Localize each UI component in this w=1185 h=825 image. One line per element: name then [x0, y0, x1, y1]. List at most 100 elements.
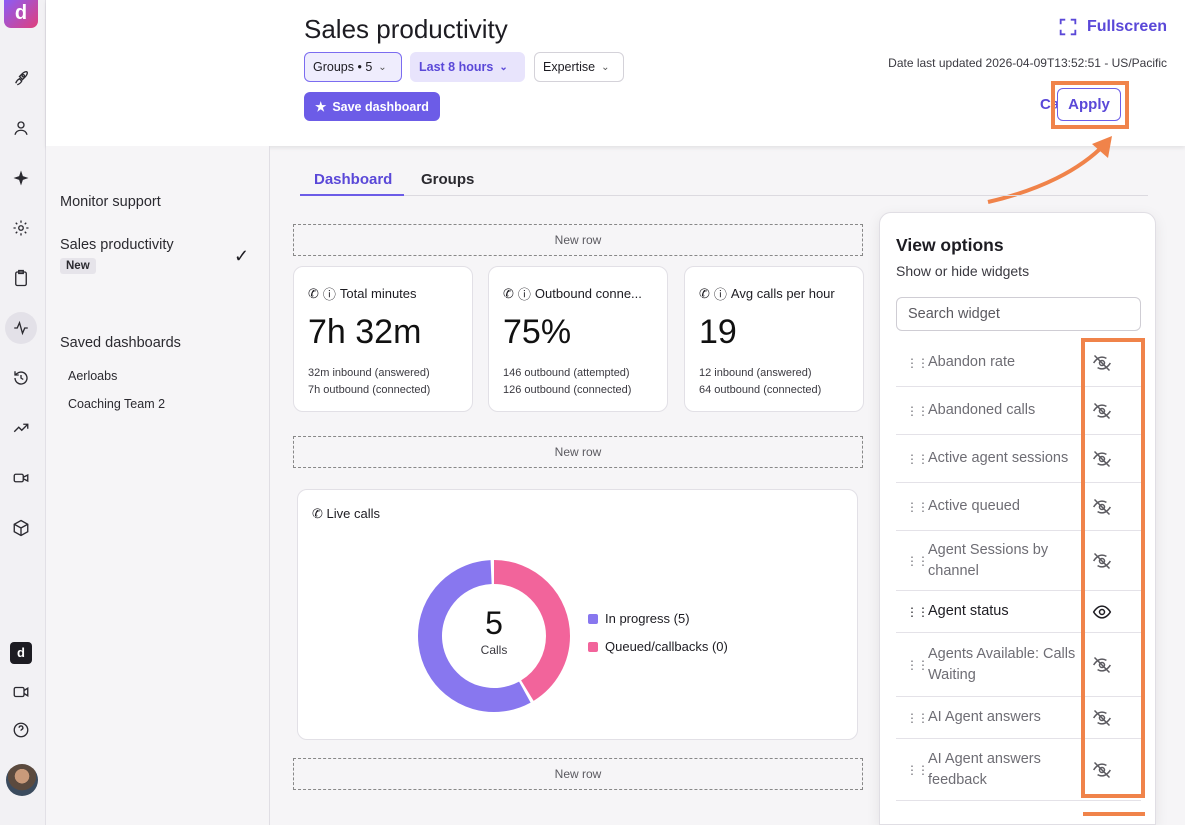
- person-icon[interactable]: [7, 114, 35, 142]
- chevron-down-icon: ⌄: [601, 61, 610, 73]
- eye-off-icon[interactable]: [1092, 708, 1112, 728]
- video-group-icon[interactable]: [7, 464, 35, 492]
- drag-handle-icon[interactable]: ⋮⋮: [906, 657, 929, 672]
- sidebar-item-sales-productivity[interactable]: Sales productivity: [60, 237, 174, 253]
- drag-handle-icon[interactable]: ⋮⋮: [906, 604, 929, 619]
- dashboard-header: Sales productivity Groups • 5 ⌄ Last 8 h…: [46, 0, 1185, 146]
- legend-swatch: [588, 641, 598, 652]
- visibility-highlight-box: [1081, 338, 1145, 798]
- page-title: Sales productivity: [304, 14, 508, 44]
- kpi-card-total-minutes[interactable]: ✆ ⓘ Total minutes 7h 32m 32m inbound (answ…: [293, 266, 473, 412]
- drag-handle-icon[interactable]: ⋮⋮: [906, 499, 929, 514]
- widget-row[interactable]: ⋮⋮ Abandoned calls: [896, 387, 1141, 435]
- kpi-sub: 126 outbound (connected): [503, 384, 632, 396]
- chevron-down-icon: ⌄: [499, 61, 508, 73]
- sidebar-item-monitor-support[interactable]: Monitor support: [60, 194, 161, 210]
- widget-row[interactable]: ⋮⋮ AI Agent answers feedback: [896, 739, 1141, 801]
- history-icon[interactable]: [7, 364, 35, 392]
- drag-handle-icon[interactable]: ⋮⋮: [906, 403, 929, 418]
- save-dashboard-button[interactable]: ★ Save dashboard: [304, 92, 440, 121]
- widget-row[interactable]: ⋮⋮ Abandon rate: [896, 339, 1141, 387]
- drag-handle-icon[interactable]: ⋮⋮: [906, 355, 929, 370]
- kpi-title-text: Outbound conne...: [534, 286, 642, 301]
- widget-label: Active agent sessions: [928, 450, 1069, 466]
- drag-handle-icon[interactable]: ⋮⋮: [906, 553, 929, 568]
- widget-row[interactable]: ⋮⋮ Agents Available: Calls Waiting: [896, 633, 1141, 697]
- widget-row[interactable]: ⋮⋮ AI Agent answers: [896, 697, 1141, 739]
- kpi-sub: 146 outbound (attempted): [503, 367, 630, 379]
- info-icon: ⓘ: [322, 287, 336, 302]
- save-dashboard-label: Save dashboard: [332, 99, 429, 114]
- widget-row[interactable]: ⋮⋮ Agent status: [896, 591, 1141, 633]
- apply-highlight-box: [1051, 81, 1129, 129]
- groups-filter[interactable]: Groups • 5 ⌄: [304, 52, 402, 82]
- widget-row[interactable]: ⋮⋮ Active queued: [896, 483, 1141, 531]
- annotation-arrow: [987, 136, 1112, 204]
- expertise-filter-label: Expertise: [543, 60, 596, 74]
- expertise-filter[interactable]: Expertise ⌄: [534, 52, 624, 82]
- eye-off-icon[interactable]: [1092, 497, 1112, 517]
- donut-center-value: 5: [485, 605, 503, 641]
- saved-dashboard-item[interactable]: Aerloabs: [68, 369, 118, 383]
- activity-icon[interactable]: [5, 312, 37, 344]
- widget-row[interactable]: ⋮⋮ Agent Sessions by channel: [896, 531, 1141, 591]
- drag-handle-icon[interactable]: ⋮⋮: [906, 762, 929, 777]
- dialpad-logo[interactable]: d: [10, 642, 32, 664]
- new-row-slot[interactable]: New row: [293, 758, 863, 790]
- tab-groups[interactable]: Groups: [421, 171, 475, 188]
- phone-icon: ✆: [699, 285, 710, 301]
- trend-icon[interactable]: [7, 414, 35, 442]
- eye-off-icon[interactable]: [1092, 401, 1112, 421]
- new-row-slot[interactable]: New row: [293, 224, 863, 256]
- drag-handle-icon[interactable]: ⋮⋮: [906, 451, 929, 466]
- eye-off-icon[interactable]: [1092, 760, 1112, 780]
- kpi-title: ✆ ⓘ Total minutes: [308, 284, 417, 303]
- avatar[interactable]: [6, 764, 38, 796]
- eye-off-icon[interactable]: [1092, 449, 1112, 469]
- help-icon[interactable]: [7, 716, 35, 744]
- fullscreen-button[interactable]: Fullscreen: [1057, 16, 1167, 38]
- info-icon: ⓘ: [713, 287, 727, 302]
- video-icon[interactable]: [7, 678, 35, 706]
- widget-label: Active queued: [928, 498, 1020, 514]
- live-calls-card[interactable]: ✆ Live calls 5 Calls In progress (5) Que…: [297, 489, 858, 740]
- date-last-updated: Date last updated 2026-04-09T13:52:51 - …: [888, 56, 1167, 70]
- chevron-down-icon: ⌄: [378, 61, 387, 73]
- legend-label: Queued/callbacks (0): [605, 639, 728, 654]
- kpi-sub: 32m inbound (answered): [308, 367, 430, 379]
- visibility-highlight-box-continued: [1083, 812, 1145, 825]
- kpi-sub: 64 outbound (connected): [699, 384, 822, 396]
- view-options-subtitle: Show or hide widgets: [896, 263, 1030, 279]
- star-icon: ★: [315, 100, 327, 114]
- app-logo[interactable]: d: [4, 0, 38, 28]
- gear-icon[interactable]: [7, 214, 35, 242]
- widget-label: AI Agent answers feedback: [928, 750, 1041, 788]
- rocket-icon[interactable]: [7, 64, 35, 92]
- tab-dashboard[interactable]: Dashboard: [314, 171, 393, 188]
- eye-icon[interactable]: [1092, 602, 1112, 622]
- kpi-sub: 12 inbound (answered): [699, 367, 812, 379]
- eye-off-icon[interactable]: [1092, 551, 1112, 571]
- kpi-value: 19: [699, 313, 737, 351]
- search-widget-input[interactable]: Search widget: [896, 297, 1141, 331]
- drag-handle-icon[interactable]: ⋮⋮: [906, 710, 929, 725]
- legend-queued: Queued/callbacks (0): [588, 639, 728, 654]
- new-row-slot[interactable]: New row: [293, 436, 863, 468]
- clipboard-icon[interactable]: [7, 264, 35, 292]
- eye-off-icon[interactable]: [1092, 353, 1112, 373]
- checkmark-icon: ✓: [234, 246, 250, 266]
- kpi-card-outbound-connect[interactable]: ✆ ⓘ Outbound conne... 75% 146 outbound (at…: [488, 266, 668, 412]
- kpi-value: 7h 32m: [308, 313, 422, 351]
- saved-dashboard-item[interactable]: Coaching Team 2: [68, 397, 166, 411]
- left-rail: d d: [0, 0, 46, 825]
- legend-in-progress: In progress (5): [588, 611, 690, 626]
- eye-off-icon[interactable]: [1092, 655, 1112, 675]
- time-range-filter[interactable]: Last 8 hours ⌄: [410, 52, 525, 82]
- kpi-card-avg-calls[interactable]: ✆ ⓘ Avg calls per hour 19 12 inbound (answ…: [684, 266, 864, 412]
- sparkle-icon[interactable]: [7, 164, 35, 192]
- widget-row[interactable]: ⋮⋮ Active agent sessions: [896, 435, 1141, 483]
- apply-button[interactable]: Apply: [1057, 88, 1121, 121]
- cube-icon[interactable]: [7, 514, 35, 542]
- live-calls-title-text: Live calls: [326, 506, 380, 521]
- live-calls-title: ✆ Live calls: [312, 506, 380, 522]
